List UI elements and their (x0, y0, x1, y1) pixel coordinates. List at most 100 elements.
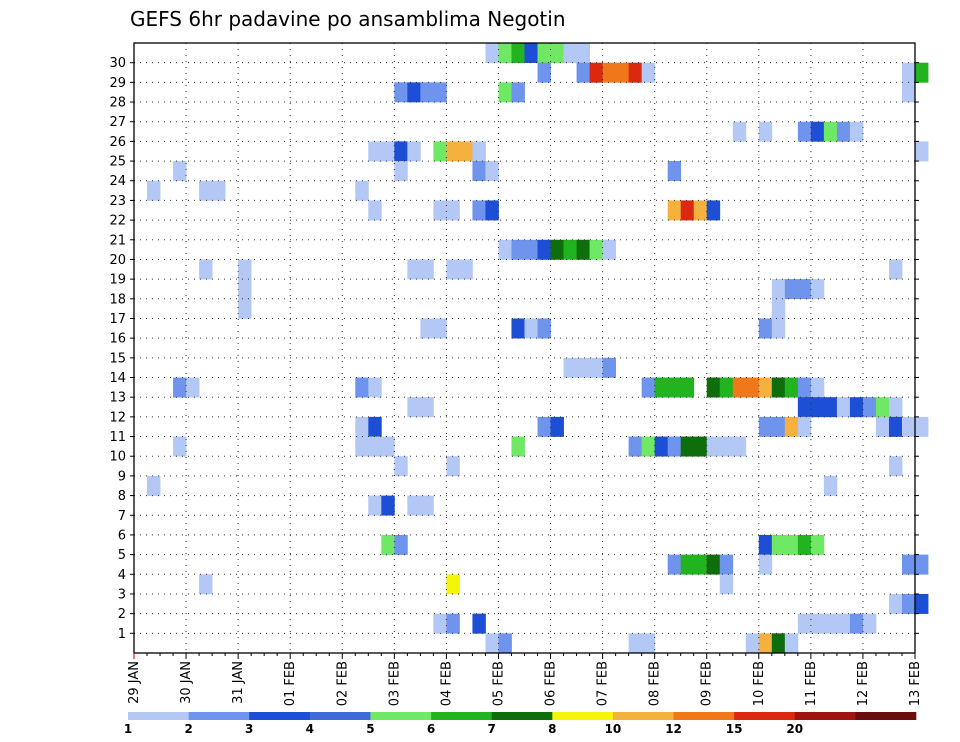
y-tick-label: 14 (109, 371, 126, 386)
heatmap-cell (394, 161, 408, 182)
heatmap-cell (667, 436, 682, 457)
heatmap-cell (563, 357, 577, 378)
legend-swatch (431, 712, 492, 720)
y-tick-label: 29 (109, 76, 126, 91)
heatmap-cell (472, 200, 486, 221)
heatmap-cell (368, 377, 382, 398)
heatmap-cell (758, 121, 773, 142)
heatmap-cell (915, 416, 929, 437)
heatmap-cell (706, 377, 721, 398)
y-tick-label: 21 (109, 233, 126, 248)
heatmap-cell (355, 416, 369, 437)
heatmap-cell (498, 82, 512, 103)
heatmap-cell (641, 377, 656, 398)
heatmap-cell (199, 259, 213, 280)
heatmap-cell (472, 141, 486, 162)
heatmap-cell (420, 259, 434, 280)
heatmap-cell (771, 298, 786, 319)
heatmap-cell (719, 377, 734, 398)
heatmap-cell (485, 633, 499, 654)
heatmap-cell (797, 279, 812, 300)
heatmap-cell (420, 318, 434, 339)
heatmap-cell (511, 43, 525, 63)
heatmap-cell (849, 397, 864, 418)
heatmap-cell (446, 141, 460, 162)
heatmap-cell (875, 416, 890, 437)
legend-swatch (128, 712, 189, 720)
heatmap-cell (667, 377, 682, 398)
x-tick-label: 01 FEB (283, 661, 298, 706)
y-tick-label: 22 (109, 214, 126, 229)
heatmap-cell (901, 62, 916, 83)
y-tick-label: 30 (109, 56, 126, 71)
y-tick-label: 2 (118, 607, 126, 622)
heatmap-cell (563, 239, 577, 260)
heatmap-cell (576, 239, 590, 260)
heatmap-cell (524, 43, 538, 63)
heatmap-cell (433, 200, 447, 221)
x-tick-label: 31 JAN (231, 661, 246, 704)
heatmap-cell (433, 141, 447, 162)
heatmap-cell (355, 377, 369, 398)
heatmap-cell (771, 279, 786, 300)
legend-label: 4 (306, 722, 314, 736)
heatmap-cell (797, 534, 812, 555)
heatmap-cell (719, 554, 734, 575)
heatmap-cell (446, 456, 460, 477)
heatmap-cell (654, 436, 669, 457)
heatmap-cell (888, 456, 903, 477)
x-tick-label: 09 FEB (700, 661, 715, 706)
heatmap-cell (641, 633, 656, 654)
heatmap-cell (381, 534, 395, 555)
y-tick-label: 4 (118, 568, 126, 583)
heatmap-cell (823, 397, 838, 418)
heatmap-cell (862, 397, 877, 418)
y-tick-label: 20 (109, 253, 126, 268)
heatmap-cell (719, 574, 734, 595)
heatmap-cell (602, 239, 617, 260)
y-tick-label: 13 (109, 391, 126, 406)
legend-layer: 1 2 3 4 5 6 7 8 10 12 15 20 (124, 712, 917, 736)
heatmap-cell (849, 613, 864, 634)
heatmap-cell (745, 377, 760, 398)
heatmap-cell (485, 200, 499, 221)
heatmap-cell (368, 141, 382, 162)
heatmap-cell (199, 180, 213, 201)
heatmap-cell (810, 397, 825, 418)
y-tick-label: 17 (109, 312, 126, 327)
heatmap-cell (797, 416, 812, 437)
heatmap-cell (758, 377, 773, 398)
heatmap-cell (628, 436, 643, 457)
heatmap-cell (797, 613, 812, 634)
y-tick-label: 3 (118, 587, 126, 602)
heatmap-cell (915, 141, 929, 162)
heatmap-cell (238, 259, 252, 280)
heatmap-cell (407, 259, 421, 280)
y-tick-label: 9 (118, 469, 126, 484)
heatmap-cell (680, 436, 695, 457)
heatmap-cell (511, 436, 525, 457)
y-tick-label: 12 (109, 410, 126, 425)
heatmap-cell (199, 574, 213, 595)
x-tick-label: 12 FEB (856, 661, 871, 706)
heatmap-cell (394, 82, 408, 103)
heatmap-cell (524, 239, 538, 260)
heatmap-cell (732, 436, 747, 457)
heatmap-cell (915, 554, 929, 575)
heatmap-cell (915, 62, 929, 83)
heatmap-cell (915, 593, 929, 614)
heatmap-cell (706, 436, 721, 457)
heatmap-cell (888, 593, 903, 614)
heatmap-cell (498, 633, 512, 654)
y-tick-label: 16 (109, 332, 126, 347)
legend-label: 8 (548, 722, 556, 736)
heatmap-cell (836, 397, 851, 418)
y-tick-label: 15 (109, 351, 126, 366)
heatmap-cell (498, 43, 512, 63)
heatmap-cell (797, 121, 812, 142)
heatmap-cell (446, 259, 460, 280)
heatmap-cell (758, 554, 773, 575)
heatmap-cell (485, 43, 499, 63)
heatmap-cell (511, 82, 525, 103)
heatmap-cell (381, 141, 395, 162)
